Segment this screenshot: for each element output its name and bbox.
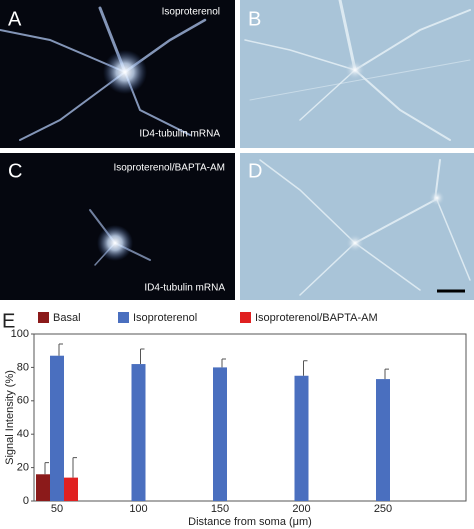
y-axis-title: Signal Intensity (%) — [4, 370, 16, 465]
legend-swatch — [38, 312, 49, 323]
soma — [97, 225, 133, 261]
plot-frame — [33, 333, 467, 502]
y-tick-label: 20 — [17, 462, 29, 474]
panel-text: Isoproterenol — [162, 7, 220, 18]
y-tick-label: 100 — [11, 328, 29, 340]
soma — [103, 50, 147, 94]
panel-text: ID4-tubulin mRNA — [139, 129, 220, 140]
bar — [294, 375, 309, 501]
panel-label: C — [8, 160, 22, 182]
bar — [36, 474, 50, 501]
error-bar — [140, 348, 145, 365]
error-bar — [44, 462, 49, 475]
bar — [213, 367, 227, 501]
legend-label: Isoproterenol — [133, 312, 197, 324]
error-bar — [58, 343, 63, 356]
x-tick-label: 100 — [129, 503, 147, 515]
x-axis-title: Distance from soma (μm) — [188, 516, 312, 528]
panel-b: B — [240, 0, 474, 148]
y-tick-label: 0 — [23, 495, 29, 507]
bar — [131, 364, 146, 501]
panel-text: ID4-tubulin mRNA — [144, 283, 225, 294]
panel-a: A Isoproterenol ID4-tubulin mRNA — [0, 0, 235, 148]
x-tick-label: 250 — [374, 503, 392, 515]
x-tick-label: 150 — [211, 503, 229, 515]
x-tick-label: 200 — [292, 503, 310, 515]
y-tick-label: 80 — [17, 361, 29, 373]
neuron — [244, 0, 471, 141]
panel-label: E — [2, 310, 15, 332]
bar — [50, 355, 64, 501]
soma — [346, 234, 364, 252]
panel-c: C Isoproterenol/BAPTA-AM ID4-tubulin mRN… — [0, 153, 235, 300]
error-bar — [384, 368, 389, 380]
bar — [64, 477, 78, 501]
panel-text: Isoproterenol/BAPTA-AM — [113, 163, 225, 174]
legend-label: Basal — [53, 312, 81, 324]
bar — [376, 379, 390, 501]
legend-swatch — [118, 312, 129, 323]
panel-d: D — [240, 153, 474, 300]
soma — [429, 190, 445, 206]
panel-label: B — [248, 8, 261, 30]
bar-chart: 0 20 40 60 80 100 Signal Intensity (%) Distance… — [4, 312, 467, 528]
panel-label: D — [248, 160, 262, 182]
soma — [345, 60, 365, 80]
error-bar — [221, 358, 226, 368]
legend-swatch — [240, 312, 251, 323]
y-tick-label: 60 — [17, 395, 29, 407]
y-tick-label: 40 — [17, 428, 29, 440]
error-bar — [303, 360, 308, 376]
x-tick-label: 50 — [51, 503, 63, 515]
error-bar — [72, 457, 77, 478]
micrograph — [240, 153, 474, 300]
legend-label: Isoproterenol/BAPTA-AM — [255, 312, 378, 324]
panel-label: A — [8, 8, 22, 30]
